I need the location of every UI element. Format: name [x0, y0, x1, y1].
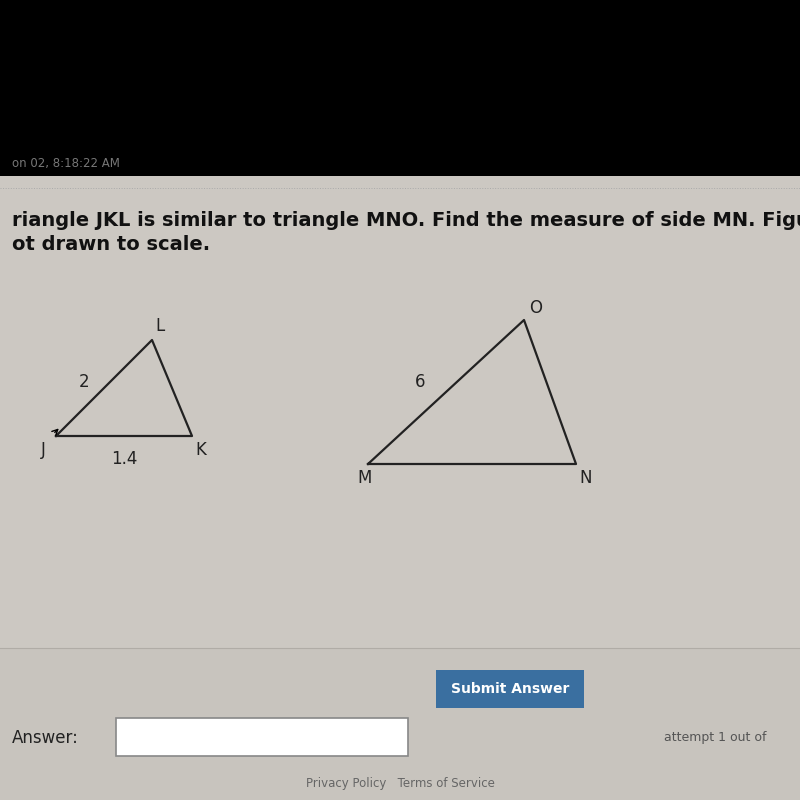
Text: 1.4: 1.4: [111, 450, 137, 467]
Bar: [0, 648, 800, 800]
Text: Answer:: Answer:: [12, 729, 79, 746]
Text: 6: 6: [414, 373, 426, 390]
Text: 2: 2: [78, 374, 90, 391]
Text: L: L: [155, 317, 164, 335]
Text: Privacy Policy   Terms of Service: Privacy Policy Terms of Service: [306, 778, 494, 790]
Text: K: K: [195, 442, 206, 459]
Bar: [116, 718, 408, 756]
Text: Submit Answer: Submit Answer: [451, 682, 569, 696]
Text: J: J: [41, 442, 46, 459]
Text: M: M: [358, 469, 372, 487]
Text: ot drawn to scale.: ot drawn to scale.: [12, 234, 210, 254]
Text: on 02, 8:18:22 AM: on 02, 8:18:22 AM: [12, 158, 120, 170]
Bar: [0, 0, 800, 176]
Text: N: N: [579, 469, 592, 487]
Bar: [436, 670, 584, 708]
Text: O: O: [530, 299, 542, 317]
Text: attempt 1 out of: attempt 1 out of: [664, 731, 766, 744]
Text: riangle JKL is similar to triangle MNO. Find the measure of side MN. Figures are: riangle JKL is similar to triangle MNO. …: [12, 210, 800, 230]
